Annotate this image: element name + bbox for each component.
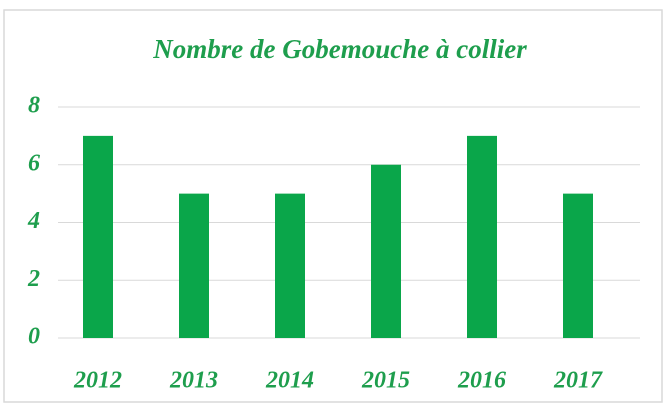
bar	[179, 193, 209, 338]
bar	[467, 135, 497, 338]
x-tick-label: 2016	[457, 368, 506, 394]
y-tick-label: 8	[28, 93, 40, 119]
x-tick-label: 2014	[265, 368, 314, 394]
y-tick-label: 6	[28, 150, 40, 176]
bar	[83, 135, 113, 338]
y-tick-label: 4	[27, 208, 40, 234]
x-tick-label: 2015	[361, 368, 410, 394]
bar	[563, 193, 593, 338]
chart-border	[3, 9, 663, 403]
bar	[371, 164, 401, 338]
x-tick-label: 2017	[553, 368, 603, 394]
x-tick-label: 2013	[169, 368, 218, 394]
y-tick-label: 0	[28, 324, 40, 350]
bar	[275, 193, 305, 338]
y-tick-label: 2	[27, 266, 40, 292]
chart-title: Nombre de Gobemouche à collier	[152, 34, 527, 64]
x-tick-label: 2012	[73, 368, 122, 394]
